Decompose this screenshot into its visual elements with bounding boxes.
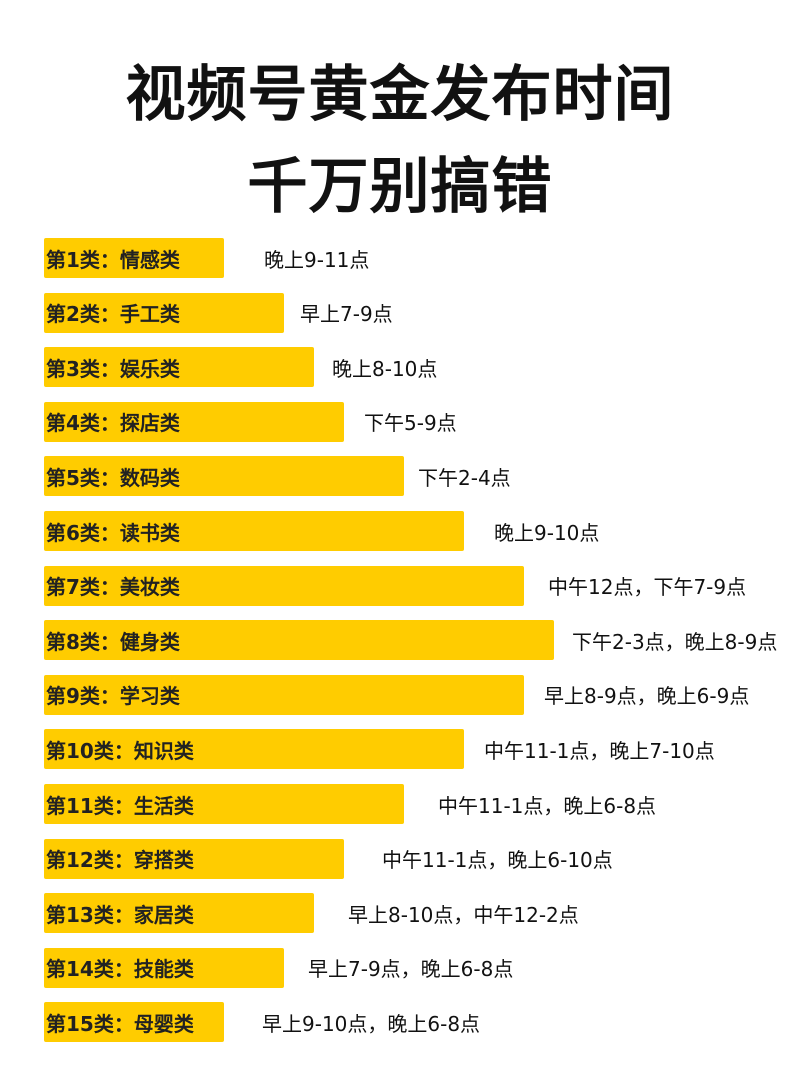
category-label: 第8类：健身类 xyxy=(46,629,180,654)
category-bar: 第1类：情感类 xyxy=(44,238,224,278)
category-bar: 第13类：家居类 xyxy=(44,893,314,934)
list-item: 第4类：探店类 下午5-9点 xyxy=(44,401,457,442)
publish-time: 早上7-9点 xyxy=(300,302,393,327)
category-bar: 第8类：健身类 xyxy=(44,620,554,661)
list-item: 第11类：生活类 中午11-1点，晚上6-8点 xyxy=(44,784,656,824)
publish-time: 中午12点，下午7-9点 xyxy=(548,575,747,600)
publish-time: 早上8-9点，晚上6-9点 xyxy=(544,684,750,709)
publish-time: 晚上9-11点 xyxy=(264,247,370,272)
category-bar: 第7类：美妆类 xyxy=(44,565,524,606)
category-bar: 第3类：娱乐类 xyxy=(44,347,314,388)
list-item: 第6类：读书类 晚上9-10点 xyxy=(44,511,599,551)
category-bar: 第9类：学习类 xyxy=(44,674,524,715)
publish-time: 早上8-10点，中午12-2点 xyxy=(348,902,579,927)
category-bar: 第15类：母婴类 xyxy=(44,1002,224,1043)
publish-time: 中午11-1点，晚上6-8点 xyxy=(438,793,657,818)
list-item: 第1类：情感类 晚上9-11点 xyxy=(44,238,369,278)
list-item: 第7类：美妆类 中午12点，下午7-9点 xyxy=(44,565,747,606)
publish-time: 中午11-1点，晚上7-10点 xyxy=(484,738,715,763)
category-bar: 第2类：手工类 xyxy=(44,292,284,333)
category-bar: 第5类：数码类 xyxy=(44,456,404,497)
list-item: 第5类：数码类 下午2-4点 xyxy=(44,456,511,497)
category-bar: 第11类：生活类 xyxy=(44,784,404,824)
category-bar: 第4类：探店类 xyxy=(44,401,344,442)
publish-time: 下午2-4点 xyxy=(418,465,511,490)
category-bar: 第10类：知识类 xyxy=(44,729,464,770)
list-item: 第14类：技能类 早上7-9点，晚上6-8点 xyxy=(44,947,514,988)
list-item: 第9类：学习类 早上8-9点，晚上6-9点 xyxy=(44,674,750,715)
category-label: 第5类：数码类 xyxy=(46,465,180,490)
publish-time: 晚上8-10点 xyxy=(332,356,438,381)
category-label: 第1类：情感类 xyxy=(46,247,180,272)
category-label: 第10类：知识类 xyxy=(46,738,194,763)
list-item: 第12类：穿搭类 中午11-1点，晚上6-10点 xyxy=(44,838,613,879)
title-line-2: 千万别搞错 xyxy=(247,152,553,222)
category-label: 第12类：穿搭类 xyxy=(46,848,194,873)
category-label: 第3类：娱乐类 xyxy=(46,356,180,381)
category-label: 第2类：手工类 xyxy=(46,302,180,327)
publish-time: 中午11-1点，晚上6-10点 xyxy=(382,848,613,873)
publish-time: 下午5-9点 xyxy=(364,411,457,436)
category-label: 第6类：读书类 xyxy=(46,520,180,545)
category-label: 第14类：技能类 xyxy=(46,957,194,982)
category-bar: 第12类：穿搭类 xyxy=(44,838,344,879)
publish-time: 早上7-9点，晚上6-8点 xyxy=(308,957,514,982)
title-line-1: 视频号黄金发布时间 xyxy=(125,60,675,130)
publish-time: 下午2-3点，晚上8-9点 xyxy=(572,629,778,654)
category-bar: 第6类：读书类 xyxy=(44,511,464,551)
category-bar: 第14类：技能类 xyxy=(44,947,284,988)
list-item: 第2类：手工类 早上7-9点 xyxy=(44,292,393,333)
list-item: 第10类：知识类 中午11-1点，晚上7-10点 xyxy=(44,729,715,770)
category-label: 第9类：学习类 xyxy=(46,684,180,709)
list-item: 第13类：家居类 早上8-10点，中午12-2点 xyxy=(44,893,579,934)
list-item: 第3类：娱乐类 晚上8-10点 xyxy=(44,347,438,388)
category-label: 第11类：生活类 xyxy=(46,793,194,818)
category-label: 第4类：探店类 xyxy=(46,411,180,436)
category-label: 第7类：美妆类 xyxy=(46,575,180,600)
publish-time: 早上9-10点，晚上6-8点 xyxy=(262,1011,481,1036)
list-item: 第15类：母婴类 早上9-10点，晚上6-8点 xyxy=(44,1002,481,1043)
category-label: 第15类：母婴类 xyxy=(46,1011,194,1036)
category-label: 第13类：家居类 xyxy=(46,902,194,927)
list-item: 第8类：健身类 下午2-3点，晚上8-9点 xyxy=(44,620,778,661)
publish-time: 晚上9-10点 xyxy=(494,520,600,545)
